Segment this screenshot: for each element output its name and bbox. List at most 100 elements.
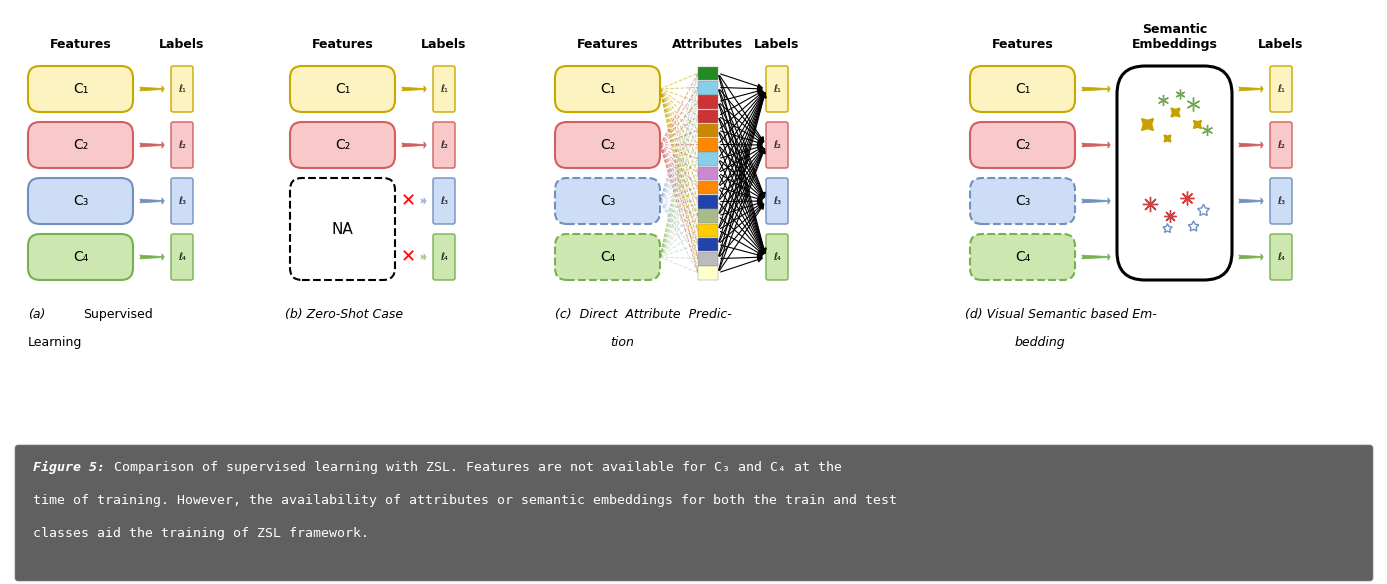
Text: C₄: C₄ (1015, 250, 1031, 264)
FancyBboxPatch shape (433, 178, 455, 224)
FancyBboxPatch shape (1270, 178, 1293, 224)
Text: Supervised: Supervised (83, 308, 153, 321)
FancyBboxPatch shape (290, 178, 395, 280)
Text: (b) Zero-Shot Case: (b) Zero-Shot Case (284, 308, 404, 321)
FancyBboxPatch shape (1270, 122, 1293, 168)
Text: C₄: C₄ (72, 250, 89, 264)
Text: Labels: Labels (160, 38, 205, 51)
Text: (c)  Direct  Attribute  Predic-: (c) Direct Attribute Predic- (555, 308, 732, 321)
Text: C₃: C₃ (599, 194, 616, 208)
Text: ℓ₂: ℓ₂ (773, 140, 781, 150)
Text: ℓ₄: ℓ₄ (440, 252, 448, 262)
Text: C₁: C₁ (72, 82, 89, 96)
Text: ℓ₂: ℓ₂ (440, 140, 448, 150)
FancyBboxPatch shape (433, 234, 455, 280)
FancyBboxPatch shape (433, 122, 455, 168)
FancyBboxPatch shape (28, 234, 133, 280)
Text: C₁: C₁ (599, 82, 616, 96)
Text: ℓ₃: ℓ₃ (178, 196, 186, 206)
FancyBboxPatch shape (171, 178, 193, 224)
Text: ℓ₁: ℓ₁ (773, 84, 781, 94)
Text: C₂: C₂ (599, 138, 614, 152)
Text: ℓ₄: ℓ₄ (178, 252, 186, 262)
Text: Attributes: Attributes (673, 38, 743, 51)
Bar (698, 138, 718, 152)
FancyBboxPatch shape (766, 66, 788, 112)
Text: Features: Features (312, 38, 373, 51)
Bar (698, 110, 718, 123)
Bar (698, 252, 718, 266)
Text: Semantic
Embeddings: Semantic Embeddings (1132, 23, 1218, 51)
Text: Labels: Labels (755, 38, 800, 51)
Text: C₃: C₃ (72, 194, 89, 208)
Bar (698, 124, 718, 137)
Bar (698, 181, 718, 194)
Text: Labels: Labels (422, 38, 466, 51)
Text: ℓ₁: ℓ₁ (440, 84, 448, 94)
FancyBboxPatch shape (970, 234, 1075, 280)
Text: ℓ₃: ℓ₃ (773, 196, 781, 206)
Text: time of training. However, the availability of attributes or semantic embeddings: time of training. However, the availabil… (33, 494, 897, 507)
Bar (698, 67, 718, 80)
Text: ℓ₄: ℓ₄ (773, 252, 781, 262)
Text: tion: tion (610, 336, 634, 349)
Bar (698, 152, 718, 166)
Bar (698, 166, 718, 180)
Text: bedding: bedding (1015, 336, 1065, 349)
Bar (698, 81, 718, 95)
FancyBboxPatch shape (766, 122, 788, 168)
Text: C₁: C₁ (1015, 82, 1031, 96)
FancyBboxPatch shape (555, 122, 660, 168)
FancyBboxPatch shape (290, 122, 395, 168)
Bar (698, 95, 718, 109)
Text: Features: Features (992, 38, 1053, 51)
FancyBboxPatch shape (28, 178, 133, 224)
FancyBboxPatch shape (555, 178, 660, 224)
FancyBboxPatch shape (555, 234, 660, 280)
FancyBboxPatch shape (28, 66, 133, 112)
Text: classes aid the training of ZSL framework.: classes aid the training of ZSL framewor… (33, 527, 369, 540)
Text: ℓ₄: ℓ₄ (1277, 252, 1284, 262)
FancyBboxPatch shape (970, 178, 1075, 224)
Text: C₂: C₂ (334, 138, 350, 152)
Text: Figure 5:: Figure 5: (33, 461, 105, 474)
Text: ✕: ✕ (401, 248, 416, 266)
Text: Labels: Labels (1258, 38, 1304, 51)
Bar (698, 195, 718, 208)
FancyBboxPatch shape (766, 234, 788, 280)
FancyBboxPatch shape (555, 66, 660, 112)
Text: NA: NA (331, 221, 354, 237)
FancyBboxPatch shape (1270, 234, 1293, 280)
Bar (698, 224, 718, 237)
Text: C₂: C₂ (1015, 138, 1031, 152)
Text: ℓ₃: ℓ₃ (1277, 196, 1284, 206)
FancyBboxPatch shape (28, 122, 133, 168)
Text: ✕: ✕ (401, 192, 416, 210)
FancyBboxPatch shape (766, 178, 788, 224)
Text: C₁: C₁ (334, 82, 350, 96)
Text: ℓ₁: ℓ₁ (1277, 84, 1284, 94)
Text: (d) Visual Semantic based Em-: (d) Visual Semantic based Em- (965, 308, 1157, 321)
Text: Features: Features (50, 38, 111, 51)
FancyBboxPatch shape (433, 66, 455, 112)
FancyBboxPatch shape (1117, 66, 1232, 280)
Text: Features: Features (577, 38, 638, 51)
Text: C₄: C₄ (599, 250, 616, 264)
Text: Learning: Learning (28, 336, 82, 349)
FancyBboxPatch shape (15, 445, 1373, 581)
Text: C₂: C₂ (74, 138, 89, 152)
FancyBboxPatch shape (1270, 66, 1293, 112)
Text: ℓ₂: ℓ₂ (1277, 140, 1284, 150)
FancyBboxPatch shape (171, 66, 193, 112)
Text: C₃: C₃ (1015, 194, 1031, 208)
FancyBboxPatch shape (290, 66, 395, 112)
Text: (a): (a) (28, 308, 46, 321)
Bar (698, 266, 718, 280)
FancyBboxPatch shape (171, 234, 193, 280)
FancyBboxPatch shape (171, 122, 193, 168)
Text: ℓ₃: ℓ₃ (440, 196, 448, 206)
Bar (698, 210, 718, 223)
Text: ℓ₂: ℓ₂ (178, 140, 186, 150)
Text: Comparison of supervised learning with ZSL. Features are not available for C₃ an: Comparison of supervised learning with Z… (105, 461, 842, 474)
FancyBboxPatch shape (970, 122, 1075, 168)
